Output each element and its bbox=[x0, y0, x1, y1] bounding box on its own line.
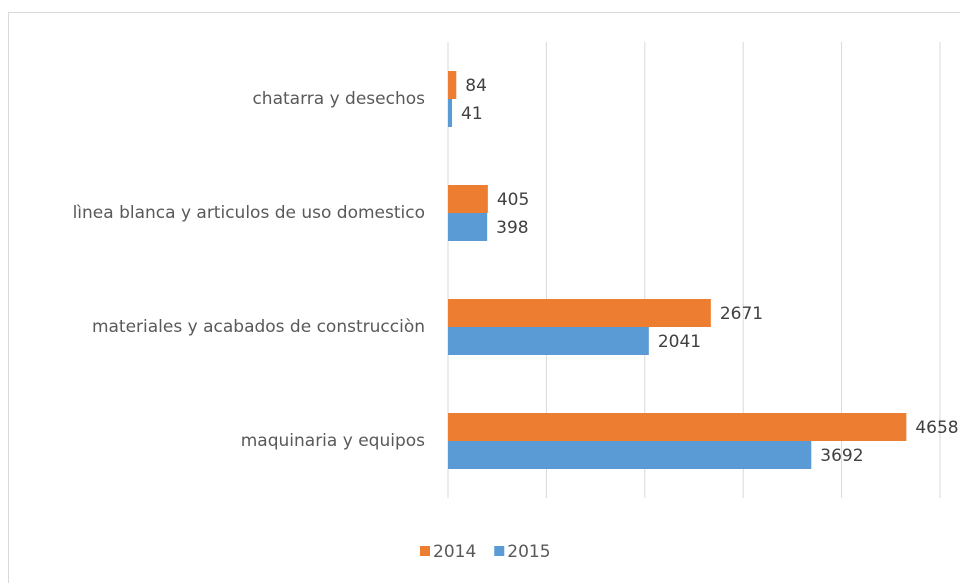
legend-swatch bbox=[420, 546, 430, 556]
y-tick-label: lìnea blanca y articulos de uso domestic… bbox=[73, 203, 425, 223]
bar bbox=[448, 185, 488, 213]
legend-swatch bbox=[494, 546, 505, 556]
bar bbox=[448, 99, 453, 127]
data-label: 3692 bbox=[820, 446, 863, 466]
y-tick-label: chatarra y desechos bbox=[252, 89, 425, 109]
chart-border bbox=[8, 12, 960, 583]
data-label: 4658 bbox=[915, 418, 958, 438]
bar bbox=[448, 299, 711, 327]
data-label: 2041 bbox=[658, 332, 701, 352]
data-label: 398 bbox=[496, 218, 528, 238]
bar bbox=[448, 327, 649, 355]
legend-label: 2014 bbox=[433, 542, 476, 562]
data-label: 84 bbox=[465, 76, 487, 96]
data-label: 2671 bbox=[720, 304, 763, 324]
bar bbox=[448, 213, 488, 241]
data-label: 405 bbox=[497, 190, 529, 210]
legend-label: 2015 bbox=[507, 542, 550, 562]
data-label: 41 bbox=[461, 104, 483, 124]
bar bbox=[448, 413, 907, 441]
bar bbox=[448, 71, 457, 99]
y-tick-label: materiales y acabados de construcciòn bbox=[92, 317, 425, 337]
y-tick-label: maquinaria y equipos bbox=[241, 431, 425, 451]
bar bbox=[448, 441, 812, 469]
